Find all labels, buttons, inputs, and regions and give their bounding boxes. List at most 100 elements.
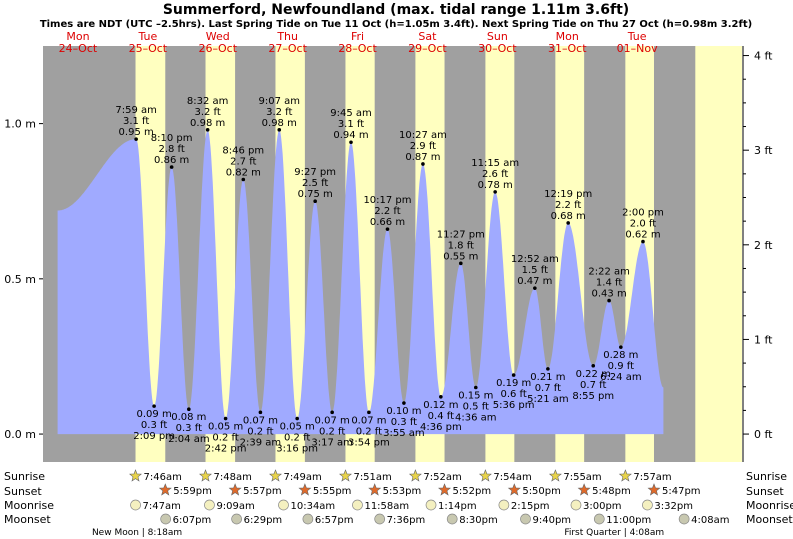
sun-icon	[507, 483, 521, 496]
tide-label: 0.66 m	[370, 217, 405, 228]
tide-point	[439, 395, 443, 399]
day-date: 24–Oct	[59, 42, 98, 55]
tide-label: 0.86 m	[154, 155, 189, 166]
tide-label: 9:45 am	[330, 108, 372, 119]
moon-phase-label: First Quarter | 4:08am	[564, 528, 664, 538]
tide-label: 0.75 m	[298, 189, 333, 200]
chart-subtitle: Times are NDT (UTC –2.5hrs). Last Spring…	[40, 19, 752, 30]
tide-label: 0.4 ft	[428, 411, 454, 422]
tide-label: 8:10 pm	[151, 133, 193, 144]
tide-label: 3:55 am	[383, 428, 425, 439]
day-date: 27–Oct	[268, 42, 307, 55]
tide-point	[546, 367, 550, 371]
tide-point	[223, 416, 228, 421]
day-date: 01–Nov	[617, 42, 658, 55]
moonrise-time: 9:09am	[216, 501, 254, 512]
row-label-moonset-right: Moonset	[746, 513, 793, 526]
tide-label: 4:36 pm	[420, 422, 462, 433]
day-date: 28–Oct	[338, 42, 377, 55]
day-name: Thu	[276, 30, 298, 43]
sun-icon	[269, 469, 282, 482]
sun-icon	[548, 469, 562, 482]
tide-label: 0.5 ft	[463, 401, 489, 412]
sun-icon	[129, 469, 142, 482]
sunrise-time: 7:55am	[563, 472, 601, 483]
moonrise-time: 3:32pm	[654, 501, 693, 512]
tide-label: 0.10 m	[386, 406, 421, 417]
day-date: 29–Oct	[408, 42, 447, 55]
tide-point	[591, 363, 596, 368]
moonset-icon	[520, 513, 531, 525]
moonset-icon	[678, 513, 690, 525]
moonset-time: 7:36pm	[387, 515, 426, 526]
tide-label: 0.87 m	[405, 152, 440, 163]
tide-label: 0.94 m	[333, 130, 368, 141]
sun-icon	[339, 469, 352, 482]
tide-label: 0.62 m	[625, 230, 660, 241]
tide-label: 0.43 m	[592, 289, 627, 300]
moonrise-time: 2:15pm	[511, 501, 550, 512]
moonrise-icon	[130, 499, 141, 511]
tide-label: 2:04 am	[168, 434, 210, 445]
tide-point	[277, 128, 282, 132]
tide-label: 0.98 m	[190, 118, 225, 129]
day-name: Mon	[66, 30, 89, 43]
sun-icon	[618, 469, 632, 482]
tide-label: 0.68 m	[551, 211, 586, 222]
moonset-time: 6:57pm	[315, 515, 354, 526]
tide-point	[134, 137, 138, 141]
day-name: Sat	[418, 30, 437, 43]
tide-point	[258, 410, 263, 415]
sunrise-time: 7:54am	[493, 472, 531, 483]
sunset-time: 5:48pm	[592, 486, 631, 497]
left-tick-label: 1.0 m	[4, 118, 36, 131]
tide-label: 0.7 ft	[535, 383, 561, 394]
tide-labels: 7:59 am3.1 ft0.95 m0.09 m0.3 ft2:09 pm8:…	[115, 96, 663, 455]
tide-point	[205, 128, 210, 132]
tide-point	[330, 410, 334, 415]
tide-label: 0.55 m	[443, 251, 478, 262]
tide-point	[295, 416, 299, 421]
moonset-time: 4:08am	[691, 515, 729, 526]
sunrise-time: 7:52am	[423, 472, 461, 483]
tide-point	[566, 221, 570, 225]
tide-label: 3.2 ft	[266, 107, 292, 118]
sun-icon	[199, 469, 212, 482]
tide-label: 8:32 am	[187, 96, 229, 107]
tide-label: 2.6 ft	[482, 169, 508, 180]
tide-label: 0.07 m	[315, 415, 350, 426]
sun-icon	[647, 483, 661, 496]
sunrise-time: 7:48am	[214, 472, 252, 483]
moonset-icon	[593, 513, 605, 525]
row-label-moonset: Moonset	[4, 513, 51, 526]
day-name: Fri	[351, 30, 364, 43]
tide-point	[473, 385, 478, 390]
tide-label: 0.2 ft	[356, 426, 382, 437]
tide-label: 0.05 m	[208, 422, 243, 433]
tide-point	[367, 410, 371, 415]
tide-label: 3.2 ft	[194, 107, 220, 118]
moonrise-icon	[642, 499, 653, 511]
sunset-time: 5:47pm	[662, 486, 701, 497]
tide-label: 3.1 ft	[338, 119, 364, 130]
sun-icon	[408, 469, 422, 482]
tide-point	[187, 407, 191, 412]
tide-label: 0.21 m	[530, 372, 565, 383]
tide-label: 0.19 m	[496, 378, 531, 389]
tide-label: 2:09 pm	[133, 431, 175, 442]
tide-point	[458, 261, 463, 266]
sunrise-time: 7:51am	[353, 472, 391, 483]
tide-label: 6:24 am	[600, 372, 642, 383]
tide-point	[493, 190, 497, 194]
tide-label: 0.2 ft	[212, 433, 238, 444]
moonrise-time: 11:58am	[364, 501, 409, 512]
moonset-time: 6:29pm	[244, 515, 283, 526]
tide-point	[313, 199, 317, 204]
tide-label: 4:36 am	[455, 412, 497, 423]
tide-label: 1.4 ft	[596, 278, 622, 289]
moonrise-time: 1:14pm	[438, 501, 477, 512]
tide-label: 5:36 pm	[493, 400, 535, 411]
tide-label: 0.98 m	[262, 118, 297, 129]
tide-label: 3:17 am	[311, 437, 353, 448]
tide-label: 7:59 am	[115, 105, 157, 116]
